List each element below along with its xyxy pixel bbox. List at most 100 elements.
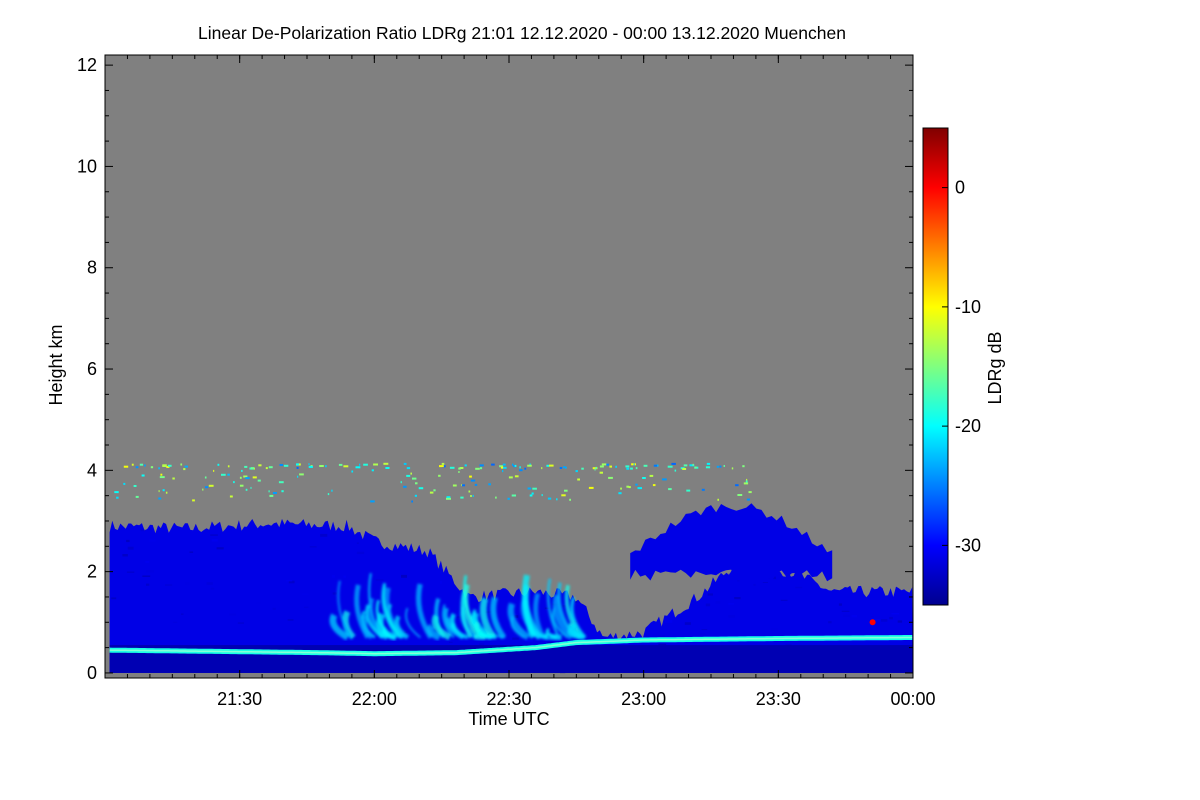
texture-cell	[145, 561, 150, 563]
speckle	[166, 466, 170, 468]
speckle	[184, 465, 188, 468]
speckle	[519, 466, 521, 469]
speckle	[595, 466, 598, 469]
texture-cell	[478, 643, 485, 646]
speckle	[500, 466, 504, 469]
colorbar: 0 -10 -20 -30 LDRg dB	[922, 127, 1005, 606]
speckle	[257, 479, 261, 482]
speckle	[411, 500, 413, 503]
speckle	[433, 489, 436, 492]
chart-title: Linear De-Polarization Ratio LDRg 21:01 …	[198, 23, 846, 43]
texture-cell	[304, 606, 309, 608]
texture-cell	[237, 622, 244, 624]
speckle	[559, 467, 563, 469]
speckle	[429, 491, 434, 494]
speckle	[470, 479, 476, 482]
speckle	[351, 470, 354, 473]
texture-cell	[891, 613, 899, 615]
speckle	[150, 466, 154, 469]
fall-streak	[394, 615, 410, 640]
speckle	[512, 463, 514, 466]
speckle	[547, 497, 552, 500]
speckle	[642, 477, 646, 479]
texture-cell	[189, 551, 194, 553]
speckle	[502, 463, 506, 466]
x-tick-label: 22:00	[352, 689, 397, 709]
speckle	[371, 469, 374, 472]
texture-cell	[142, 575, 151, 577]
speckle	[748, 491, 752, 494]
y-tick-label: 4	[87, 460, 97, 480]
x-axis: 21:30 22:00 22:30 23:00 23:30 00:00	[126, 55, 936, 709]
texture-cell	[184, 582, 190, 585]
speckle	[123, 465, 129, 468]
speckle	[502, 466, 507, 469]
speckle	[158, 497, 162, 500]
texture-cell	[309, 546, 317, 548]
texture-cell	[841, 610, 850, 612]
speckle	[694, 466, 697, 469]
speckle	[133, 485, 137, 487]
speckle	[403, 462, 407, 465]
texture-cell	[127, 546, 134, 550]
speckle	[531, 492, 534, 495]
fall-streak	[462, 584, 481, 639]
colorbar-tick-label: 0	[955, 178, 965, 198]
speckle	[635, 483, 638, 486]
speckle	[692, 463, 694, 466]
texture-cell	[838, 603, 842, 606]
speckle	[252, 476, 257, 479]
speckle	[221, 473, 226, 476]
speckle	[141, 474, 145, 477]
speckle	[204, 476, 207, 479]
speckle	[474, 483, 478, 486]
speckle	[135, 495, 139, 498]
speckle	[385, 467, 390, 469]
texture-cell	[149, 539, 156, 542]
texture-cell	[356, 551, 365, 555]
texture-cell	[658, 643, 667, 646]
speckle	[403, 485, 407, 488]
speckle	[250, 467, 255, 470]
speckle	[227, 473, 230, 476]
speckle	[706, 462, 711, 465]
speckle	[449, 466, 455, 469]
speckle	[746, 478, 748, 481]
texture-cell	[870, 616, 874, 618]
colorbar-tick-label: -10	[955, 297, 981, 317]
speckle	[626, 467, 630, 470]
fall-streak	[570, 596, 587, 639]
speckle	[620, 487, 622, 490]
fall-streak	[337, 580, 352, 639]
texture-cell	[736, 580, 740, 582]
speckle	[592, 467, 598, 470]
speckle	[158, 467, 160, 470]
texture-cell	[889, 616, 893, 620]
speckle	[618, 492, 622, 495]
fall-streak	[546, 578, 560, 639]
texture-cell	[897, 620, 903, 623]
speckle	[144, 464, 146, 467]
speckle	[114, 491, 119, 494]
speckle	[608, 476, 613, 479]
fall-streak	[460, 590, 473, 639]
texture-cell	[165, 584, 173, 586]
speckle	[683, 464, 688, 467]
speckle	[250, 486, 252, 489]
fall-streak	[507, 602, 531, 641]
fall-streak	[521, 574, 537, 639]
speckle	[701, 488, 705, 491]
speckle	[495, 496, 497, 499]
fall-streak	[441, 604, 455, 639]
speckle	[400, 481, 402, 484]
y-tick-label: 6	[87, 359, 97, 379]
speckle	[499, 465, 504, 468]
speckle	[667, 465, 673, 468]
speckle	[343, 465, 349, 468]
speckle	[192, 499, 195, 502]
speckle	[674, 469, 677, 472]
speckle	[464, 464, 467, 467]
texture-cell	[574, 601, 578, 603]
speckle	[227, 465, 230, 468]
texture-cell	[519, 595, 523, 598]
